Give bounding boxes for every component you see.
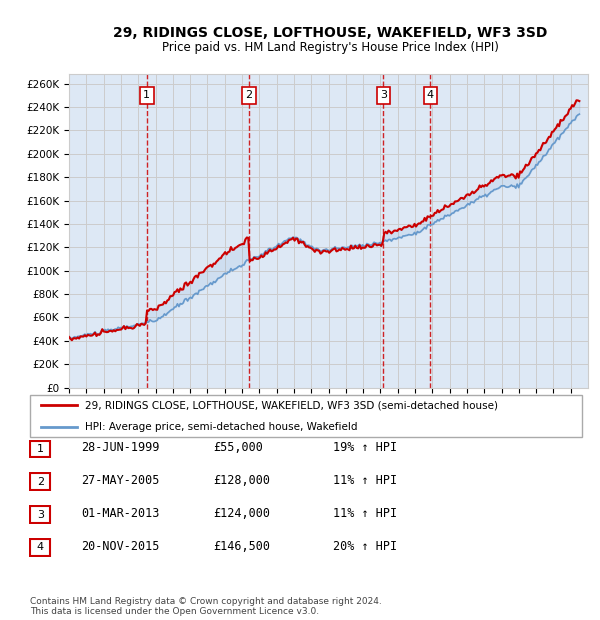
Text: 1: 1	[143, 91, 150, 100]
Text: 2: 2	[37, 477, 44, 487]
Text: 11% ↑ HPI: 11% ↑ HPI	[333, 474, 397, 487]
Text: 2: 2	[245, 91, 253, 100]
Text: £146,500: £146,500	[213, 540, 270, 552]
FancyBboxPatch shape	[30, 440, 50, 458]
Text: 01-MAR-2013: 01-MAR-2013	[81, 507, 160, 520]
Text: 29, RIDINGS CLOSE, LOFTHOUSE, WAKEFIELD, WF3 3SD: 29, RIDINGS CLOSE, LOFTHOUSE, WAKEFIELD,…	[113, 26, 547, 40]
Text: 3: 3	[37, 510, 44, 520]
Text: This data is licensed under the Open Government Licence v3.0.: This data is licensed under the Open Gov…	[30, 607, 319, 616]
Text: Contains HM Land Registry data © Crown copyright and database right 2024.: Contains HM Land Registry data © Crown c…	[30, 597, 382, 606]
Text: £128,000: £128,000	[213, 474, 270, 487]
Text: 19% ↑ HPI: 19% ↑ HPI	[333, 441, 397, 454]
Text: 20-NOV-2015: 20-NOV-2015	[81, 540, 160, 552]
Text: 1: 1	[37, 444, 44, 454]
Text: 20% ↑ HPI: 20% ↑ HPI	[333, 540, 397, 552]
Text: 4: 4	[427, 91, 434, 100]
Text: 4: 4	[37, 542, 44, 552]
Text: 28-JUN-1999: 28-JUN-1999	[81, 441, 160, 454]
Text: 3: 3	[380, 91, 387, 100]
Text: £55,000: £55,000	[213, 441, 263, 454]
Text: Price paid vs. HM Land Registry's House Price Index (HPI): Price paid vs. HM Land Registry's House …	[161, 41, 499, 54]
FancyBboxPatch shape	[30, 539, 50, 556]
FancyBboxPatch shape	[30, 506, 50, 523]
Text: 27-MAY-2005: 27-MAY-2005	[81, 474, 160, 487]
Text: HPI: Average price, semi-detached house, Wakefield: HPI: Average price, semi-detached house,…	[85, 422, 358, 432]
Text: 29, RIDINGS CLOSE, LOFTHOUSE, WAKEFIELD, WF3 3SD (semi-detached house): 29, RIDINGS CLOSE, LOFTHOUSE, WAKEFIELD,…	[85, 401, 498, 410]
Text: £124,000: £124,000	[213, 507, 270, 520]
Text: 11% ↑ HPI: 11% ↑ HPI	[333, 507, 397, 520]
FancyBboxPatch shape	[30, 395, 582, 437]
FancyBboxPatch shape	[30, 474, 50, 490]
